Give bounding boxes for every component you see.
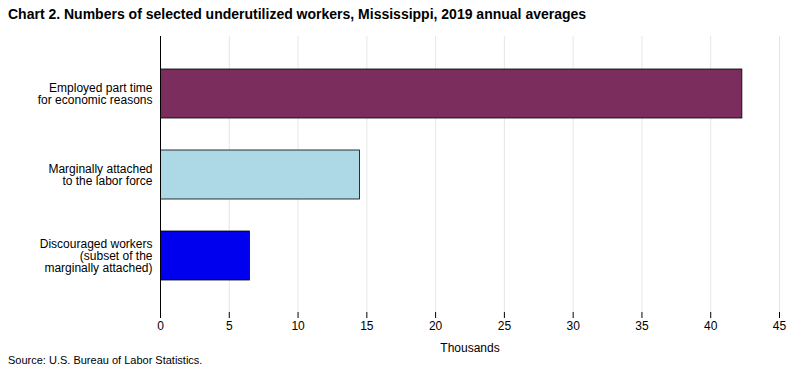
svg-text:30: 30 xyxy=(566,319,580,333)
svg-text:Discouraged workers(subset of: Discouraged workers(subset of themargina… xyxy=(40,237,153,275)
html-text:Source: U.S. Bureau of Labor S: Source: U.S. Bureau of Labor Statistics. xyxy=(8,354,203,366)
svg-text:10: 10 xyxy=(291,319,305,333)
svg-text:0: 0 xyxy=(157,319,164,333)
svg-text:35: 35 xyxy=(635,319,649,333)
svg-text:Marginally attachedto the labo: Marginally attachedto the labor force xyxy=(48,162,152,188)
html-text:Chart 2. Numbers of selected u: Chart 2. Numbers of selected underutiliz… xyxy=(8,6,587,22)
svg-text:25: 25 xyxy=(498,319,512,333)
svg-text:20: 20 xyxy=(429,319,443,333)
svg-text:40: 40 xyxy=(704,319,718,333)
svg-text:15: 15 xyxy=(360,319,374,333)
svg-text:Employed part timefor economic: Employed part timefor economic reasons xyxy=(38,81,153,107)
svg-text:Thousands: Thousands xyxy=(440,341,499,355)
svg-text:5: 5 xyxy=(226,319,233,333)
svg-text:45: 45 xyxy=(773,319,787,333)
